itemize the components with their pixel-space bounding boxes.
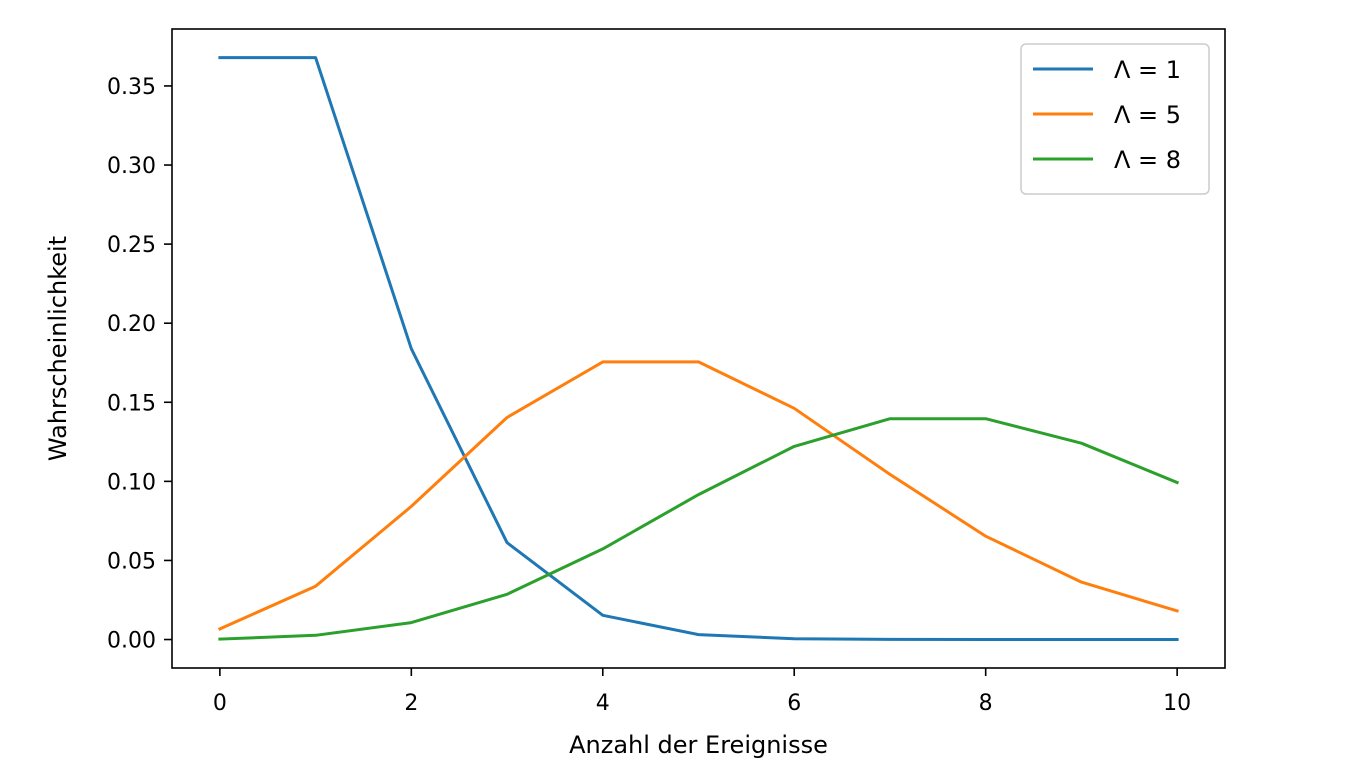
x-tick-label: 6 [787, 691, 801, 716]
y-tick-label: 0.35 [107, 75, 156, 100]
x-tick-label: 10 [1163, 691, 1191, 716]
legend-label-3: Λ = 8 [1114, 146, 1181, 174]
series-layer [217, 56, 1180, 641]
y-tick-label: 0.00 [107, 629, 156, 654]
x-tick-label: 0 [213, 691, 227, 716]
y-tick-label: 0.15 [107, 391, 156, 416]
y-axis-label: Wahrscheinlichkeit [44, 236, 72, 461]
y-tick-label: 0.10 [107, 470, 156, 495]
x-axis-label: Anzahl der Ereignisse [569, 731, 828, 759]
x-axis-ticks: 0 2 4 6 8 10 [213, 668, 1191, 716]
plot-frame [171, 28, 1226, 669]
legend-label-2: Λ = 5 [1114, 101, 1181, 129]
y-tick-label: 0.20 [107, 312, 156, 337]
legend-box [1020, 43, 1210, 195]
series-line-3 [218, 417, 1180, 641]
series-line-1 [218, 56, 1179, 641]
legend: Λ = 1 Λ = 5 Λ = 8 [1020, 43, 1210, 195]
x-tick-label: 8 [979, 691, 993, 716]
x-tick-label: 2 [404, 691, 418, 716]
legend-label-1: Λ = 1 [1114, 56, 1181, 84]
x-tick-label: 4 [596, 691, 610, 716]
series-line-2 [217, 360, 1179, 631]
y-tick-label: 0.25 [107, 233, 156, 258]
y-tick-label: 0.05 [107, 549, 156, 574]
y-tick-label: 0.30 [107, 154, 156, 179]
y-axis-ticks: 0.00 0.05 0.10 0.15 0.20 0.25 0.30 0.35 [107, 75, 172, 654]
